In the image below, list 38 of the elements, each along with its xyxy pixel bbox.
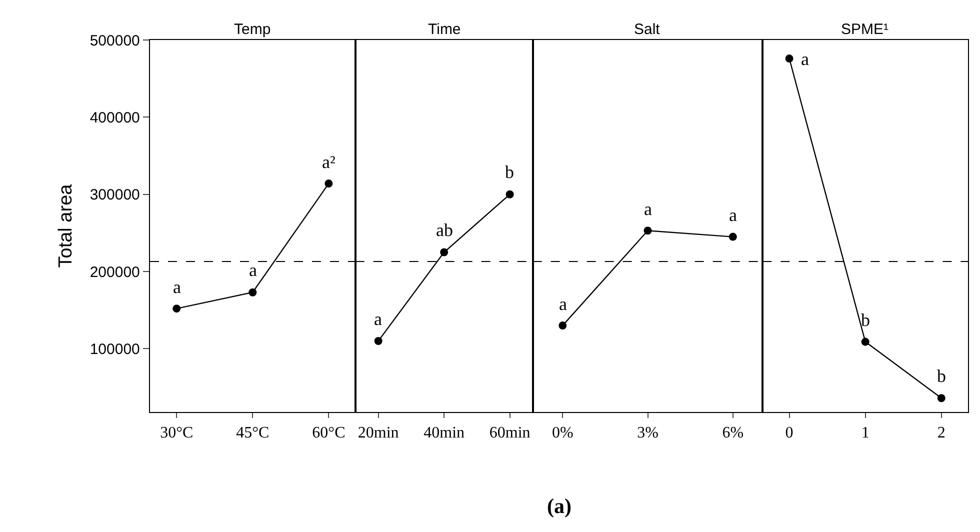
x-tick-label: 3% xyxy=(637,424,658,442)
x-tick-label: 30°C xyxy=(160,424,194,442)
y-tick-label: 100000 xyxy=(90,340,140,358)
annotation: a xyxy=(249,260,257,280)
chart-title: Time xyxy=(428,21,461,38)
x-tick-label: 60°C xyxy=(312,424,346,442)
y-tick-label: 300000 xyxy=(90,186,140,204)
x-tick-label: 2 xyxy=(937,424,946,442)
point xyxy=(248,288,257,296)
x-tick-label: 0% xyxy=(552,424,574,442)
annotation: a² xyxy=(322,152,336,172)
annotation: ab xyxy=(436,220,453,240)
annotation: a xyxy=(644,199,652,219)
chart-title: Temp xyxy=(234,21,271,38)
point xyxy=(172,304,181,313)
x-tick-label: 40min xyxy=(424,424,465,442)
annotation: a xyxy=(801,49,809,69)
y-tick-label: 400000 xyxy=(90,109,140,126)
annotation: a xyxy=(729,205,737,225)
y-tick-label: 200000 xyxy=(90,264,140,281)
chart-title: Salt xyxy=(634,21,661,38)
text: (a) xyxy=(547,494,572,518)
annotation: b xyxy=(505,162,514,182)
annotation: a xyxy=(374,309,382,329)
annotation: b xyxy=(937,366,946,386)
x-tick-label: 20min xyxy=(358,424,399,442)
point xyxy=(324,180,333,188)
y-tick-label: 500000 xyxy=(90,32,140,50)
x-tick-label: 45°C xyxy=(236,424,270,442)
x-tick-label: 0 xyxy=(785,424,794,442)
annotation: b xyxy=(861,310,870,330)
annotation: a xyxy=(173,277,181,297)
y-axis-title: Total area xyxy=(56,184,77,268)
annotation: a xyxy=(559,294,567,314)
chart-title: SPME¹ xyxy=(841,21,889,38)
x-tick-label: 60min xyxy=(489,424,530,442)
x-tick-label: 6% xyxy=(722,424,744,442)
x-tick-label: 1 xyxy=(861,424,870,442)
